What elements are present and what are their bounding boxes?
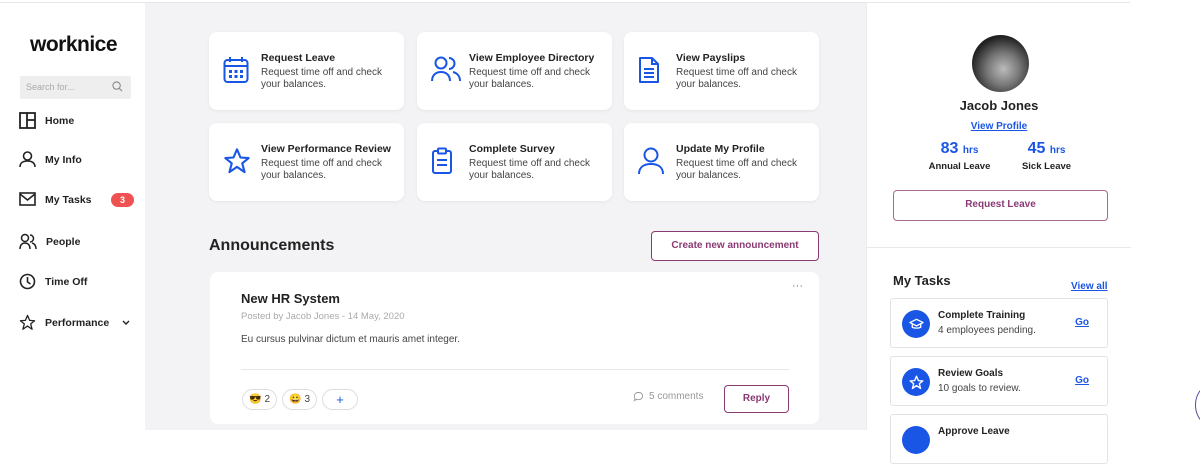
avatar [972, 35, 1029, 92]
reaction-count: 3 [304, 394, 310, 405]
request-leave-button[interactable]: Request Leave [893, 190, 1108, 221]
comments-count: 5 comments [649, 391, 704, 402]
quick-action-title: Update My Profile [676, 143, 765, 155]
clock-icon [19, 273, 36, 290]
create-announcement-button[interactable]: Create new announcement [651, 231, 819, 261]
quick-action-title: View Payslips [676, 52, 746, 64]
task-desc: 10 goals to review. [938, 383, 1021, 394]
right-panel: Jacob Jones View Profile 83 hrs Annual L… [866, 3, 1131, 464]
sidebar-item-label: People [46, 235, 81, 248]
quick-action-title: Complete Survey [469, 143, 555, 155]
task-title: Complete Training [938, 310, 1026, 321]
user-icon [19, 151, 36, 168]
divider [867, 247, 1131, 248]
sidebar-item-label: Time Off [45, 275, 88, 288]
document-icon [639, 57, 659, 83]
sidebar-item-label: Performance [45, 316, 110, 329]
reaction-sunglasses[interactable]: 😎 2 [242, 389, 277, 410]
add-reaction-button[interactable]: + [322, 389, 358, 410]
annual-leave-label: Annual Leave [928, 161, 991, 172]
users-icon [431, 56, 461, 82]
task-go-link[interactable]: Go [1075, 375, 1089, 386]
quick-action-title: Request Leave [261, 52, 336, 64]
search-input[interactable]: Search for... [20, 76, 131, 99]
sick-leave-unit: hrs [1049, 145, 1066, 156]
profile-name: Jacob Jones [959, 98, 1039, 113]
view-all-tasks-link[interactable]: View all [1071, 281, 1108, 292]
sidebar-item-label: Home [45, 114, 75, 127]
my-tasks-heading: My Tasks [893, 273, 951, 288]
task-item[interactable]: Complete Training 4 employees pending. G… [890, 298, 1108, 348]
graduation-cap-icon [902, 310, 930, 338]
search-placeholder: Search for... [26, 82, 75, 92]
quick-action-title: View Employee Directory [469, 52, 595, 64]
mail-icon [19, 192, 36, 206]
sidebar-item-performance[interactable]: Performance [19, 314, 134, 331]
quick-action-desc: Request time off and check your balances… [261, 158, 382, 181]
task-item[interactable]: Approve Leave [890, 414, 1108, 464]
layout-icon [19, 112, 36, 129]
sunglasses-emoji-icon: 😎 [248, 394, 262, 405]
task-title: Review Goals [938, 368, 1004, 379]
quick-action-desc: Request time off and check your balances… [469, 67, 590, 90]
smile-emoji-icon: 😀 [288, 394, 302, 405]
divider [241, 369, 789, 370]
annual-leave-unit: hrs [962, 145, 979, 156]
quick-action-employee-directory[interactable]: View Employee Directory Request time off… [417, 32, 612, 110]
quick-action-desc: Request time off and check your balances… [261, 67, 382, 90]
clipboard-icon [432, 147, 452, 174]
star-icon [224, 148, 250, 174]
floating-help-button[interactable] [1195, 380, 1200, 430]
main-content: Request Leave Request time off and check… [145, 3, 866, 430]
comments-link[interactable]: 5 comments [633, 391, 703, 402]
quick-action-request-leave[interactable]: Request Leave Request time off and check… [209, 32, 404, 110]
sidebar-item-label: My Tasks [45, 193, 92, 206]
tasks-count-badge: 3 [111, 192, 134, 207]
top-border [0, 2, 1130, 3]
annual-leave-value: 83 [940, 140, 959, 157]
quick-action-performance-review[interactable]: View Performance Review Request time off… [209, 123, 404, 201]
quick-action-desc: Request time off and check your balances… [469, 158, 590, 181]
announcement-title: New HR System [241, 291, 340, 306]
calendar-icon [902, 426, 930, 454]
quick-action-complete-survey[interactable]: Complete Survey Request time off and che… [417, 123, 612, 201]
annual-leave-stat: 83 hrs Annual Leave [917, 140, 1002, 172]
view-profile-link[interactable]: View Profile [970, 121, 1028, 132]
comment-icon [633, 391, 644, 402]
task-desc: 4 employees pending. [938, 325, 1036, 336]
sidebar-item-my-info[interactable]: My Info [19, 151, 134, 168]
quick-action-update-profile[interactable]: Update My Profile Request time off and c… [624, 123, 819, 201]
search-icon [112, 81, 123, 92]
quick-action-desc: Request time off and check your balances… [676, 67, 797, 90]
star-icon [902, 368, 930, 396]
task-item[interactable]: Review Goals 10 goals to review. Go [890, 356, 1108, 406]
sidebar: worknice Search for... Home My Info My T… [0, 3, 145, 430]
quick-action-payslips[interactable]: View Payslips Request time off and check… [624, 32, 819, 110]
sick-leave-value: 45 [1027, 140, 1046, 157]
task-go-link[interactable]: Go [1075, 317, 1089, 328]
announcements-heading: Announcements [209, 237, 335, 254]
sidebar-item-my-tasks[interactable]: My Tasks 3 [19, 192, 134, 207]
sidebar-item-people[interactable]: People [19, 233, 134, 250]
task-title: Approve Leave [938, 426, 1010, 437]
sick-leave-label: Sick Leave [1021, 161, 1072, 172]
user-icon [638, 147, 664, 175]
more-options-icon[interactable]: ··· [792, 280, 803, 292]
logo: worknice [30, 33, 118, 56]
star-icon [19, 314, 36, 330]
quick-action-desc: Request time off and check your balances… [676, 158, 797, 181]
announcement-meta: Posted by Jacob Jones - 14 May, 2020 [241, 311, 405, 322]
sidebar-item-time-off[interactable]: Time Off [19, 273, 134, 290]
announcement-body: Eu cursus pulvinar dictum et mauris amet… [241, 334, 460, 345]
sidebar-item-label: My Info [45, 153, 82, 166]
calendar-icon [223, 57, 249, 83]
reaction-smile[interactable]: 😀 3 [282, 389, 317, 410]
sidebar-item-home[interactable]: Home [19, 112, 134, 129]
reaction-count: 2 [264, 394, 270, 405]
users-icon [19, 233, 37, 250]
quick-action-title: View Performance Review [261, 143, 391, 155]
chevron-down-icon[interactable] [122, 320, 130, 326]
reply-button[interactable]: Reply [724, 385, 789, 413]
sick-leave-stat: 45 hrs Sick Leave [1004, 140, 1089, 172]
